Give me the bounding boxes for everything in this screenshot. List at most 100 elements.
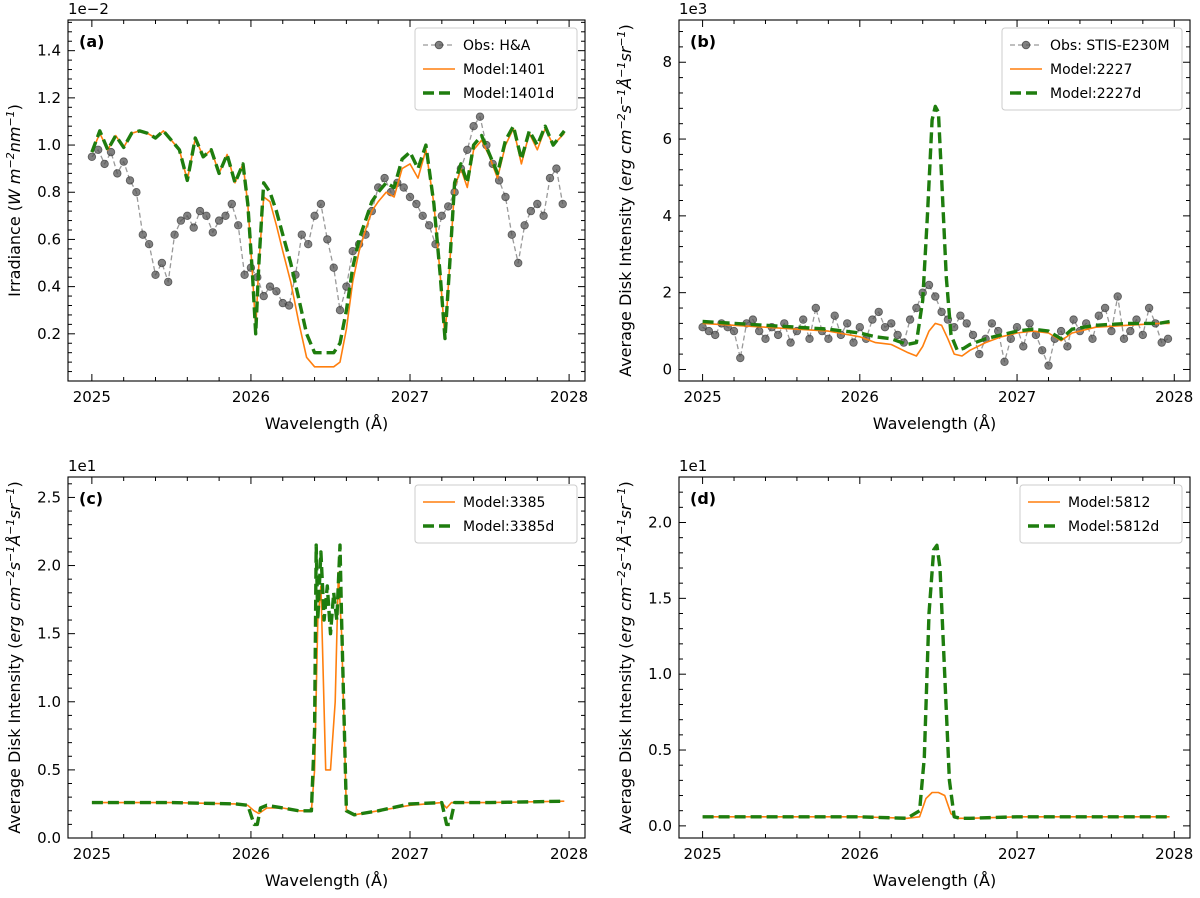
y-label-main: Average Disk Intensity (: [5, 643, 24, 834]
legend-marker: [434, 40, 444, 50]
data-point: [924, 280, 934, 290]
data-point: [748, 315, 758, 324]
data-point: [830, 311, 839, 320]
data-point: [469, 121, 478, 131]
legend-label: Model:5812: [1068, 495, 1150, 511]
data-point: [905, 315, 915, 324]
legend-label: Model:2227d: [1050, 86, 1141, 102]
y-label-angstrom: Å: [616, 535, 635, 547]
y-tick-label: 8: [662, 53, 672, 71]
y-label-unit: W m: [5, 169, 24, 206]
data-point: [418, 211, 427, 220]
plot-area: [698, 104, 1173, 370]
y-label-exp: −1: [615, 487, 628, 503]
data-point: [1163, 334, 1173, 343]
y-label-close: ): [616, 481, 635, 487]
data-point: [880, 323, 890, 332]
data-point: [1088, 334, 1097, 343]
data-point: [189, 223, 198, 232]
y-label-tail: sr: [616, 45, 635, 61]
data-point: [265, 282, 275, 291]
panel-label: (c): [79, 489, 103, 508]
x-tick-label: 2025: [683, 388, 721, 406]
y-tick-label: 1.2: [37, 89, 61, 107]
y-label-close: ): [5, 481, 24, 487]
data-point: [545, 173, 555, 183]
legend-label: Obs: STIS-E230M: [1050, 38, 1170, 54]
y-label-exp: −1: [615, 89, 628, 105]
y-label-exp: −1: [4, 519, 17, 535]
data-point: [874, 307, 883, 317]
x-tick-label: 2027: [391, 845, 429, 863]
y-axis-label: Average Disk Intensity (erg cm−2s−1Å−1sr…: [615, 24, 635, 377]
x-tick-label: 2028: [1155, 388, 1193, 406]
panel-label: (a): [79, 32, 104, 51]
x-tick-label: 2026: [232, 845, 270, 863]
panel-a: 2025 2026 2027 2028 0.2 0.4 0.6 0.8 1.0 1.2 1.4 1e−…: [4, 0, 588, 433]
data-point: [106, 147, 116, 157]
data-point: [157, 258, 167, 268]
data-point: [539, 211, 548, 220]
y-tick-label: 1.0: [37, 136, 61, 154]
legend-label: Model:5812d: [1068, 519, 1159, 535]
y-tick-label: 1.0: [37, 693, 61, 711]
data-point: [937, 307, 946, 317]
axis-offset-label: 1e1: [68, 457, 96, 475]
x-axis-label: Wavelength (Å): [873, 871, 996, 890]
data-point: [87, 152, 97, 161]
panel-d: 2025 2026 2027 2028 0.0 0.5 1.0 1.5 2.0 1e1 (d) Wav…: [615, 457, 1193, 890]
y-tick-label: 6: [662, 130, 672, 148]
data-point: [202, 211, 211, 220]
legend-frame: [1019, 484, 1183, 544]
data-point: [507, 230, 516, 239]
x-axis-label: Wavelength (Å): [265, 414, 388, 433]
legend-label: Model:2227: [1050, 62, 1132, 78]
data-point: [208, 228, 217, 237]
y-label-main: Average Disk Intensity (: [616, 186, 635, 377]
axis-offset-label: 1e1: [679, 457, 707, 475]
data-point: [1000, 357, 1009, 366]
data-point: [100, 159, 109, 169]
data-point: [805, 334, 814, 343]
x-tick-label: 2025: [73, 388, 111, 406]
data-point: [259, 291, 268, 301]
y-tick-label: 2.0: [648, 514, 672, 532]
data-point: [214, 216, 224, 225]
data-point: [195, 206, 205, 216]
x-tick-label: 2027: [998, 388, 1036, 406]
legend: Obs: STIS-E230M Model:2227 Model:2227d: [1001, 27, 1183, 111]
y-label-exp: −1: [615, 62, 628, 78]
data-point: [855, 323, 864, 332]
y-tick-label: 0.5: [648, 741, 672, 759]
y-tick-label: 2.5: [37, 488, 61, 506]
y-label-close: ): [616, 24, 635, 30]
y-tick-label: 0.4: [37, 278, 61, 296]
y-tick-label: 2.0: [37, 557, 61, 575]
y-label-main: Average Disk Intensity (: [616, 643, 635, 834]
y-label-unit: erg cm: [616, 130, 635, 186]
legend-label: Obs: H&A: [463, 38, 531, 54]
x-tick-label: 2025: [683, 845, 721, 863]
data-point: [1100, 303, 1110, 313]
data-point: [297, 230, 306, 239]
data-point: [786, 338, 795, 347]
y-label-exp: −2: [4, 152, 17, 168]
data-point: [170, 230, 179, 239]
data-point: [1063, 342, 1072, 351]
y-label-tail: nm: [5, 127, 24, 153]
series-line-model: [702, 791, 1170, 820]
data-point: [1138, 330, 1147, 340]
y-label-exp: −1: [615, 546, 628, 562]
series-line-obs: [91, 116, 564, 311]
data-point: [811, 303, 820, 313]
data-point: [912, 303, 921, 313]
y-tick-label: 0.8: [37, 183, 61, 201]
data-point: [405, 192, 415, 202]
y-label-s: s: [616, 105, 635, 113]
y-label-tail: sr: [616, 502, 635, 518]
data-point: [183, 211, 192, 220]
data-point: [956, 311, 965, 320]
y-label-s: s: [616, 562, 635, 570]
x-tick-label: 2028: [1155, 845, 1193, 863]
y-tick-label: 4: [662, 207, 672, 225]
